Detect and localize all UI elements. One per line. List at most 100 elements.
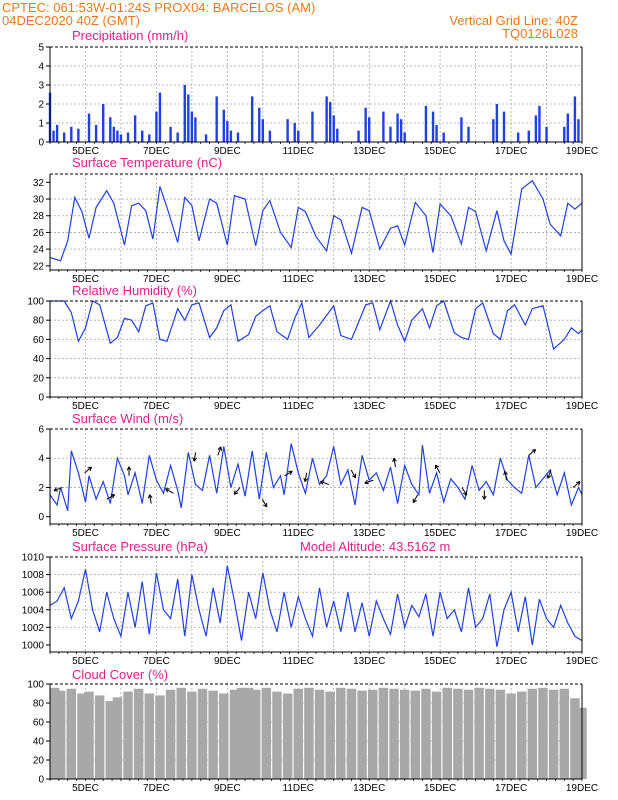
y-tick-label: 4 <box>38 454 44 465</box>
y-tick-label: 20 <box>33 373 45 384</box>
y-tick-label: 1000 <box>22 640 45 651</box>
precip-bar <box>534 115 538 142</box>
cloud-cover-bar <box>304 687 314 779</box>
x-tick-label: 19DEC <box>566 401 598 412</box>
cloud-cover-bar <box>77 693 87 779</box>
model-altitude-label: Model Altitude: 43.5162 m <box>300 539 450 554</box>
precip-bar <box>158 92 162 142</box>
cloud-cover-bar <box>55 690 66 779</box>
x-tick-label: 13DEC <box>353 401 385 412</box>
precip-bar <box>236 132 240 142</box>
precip-bar <box>176 132 179 142</box>
cloud-cover-bar <box>410 690 421 779</box>
humidity-panel: 0 20 40 60 80 100 5DEC 7DEC 9DEC 11DEC 13DEC 15DEC 1… <box>27 297 598 413</box>
y-tick-label: 100 <box>27 297 44 308</box>
x-tick-label: 19DEC <box>566 528 598 539</box>
x-tick-label: 9DEC <box>214 146 241 157</box>
precip-bar <box>52 130 55 142</box>
cloud-cover-bar <box>495 689 506 779</box>
cloud-cover-bar <box>431 691 442 779</box>
precip-bar <box>573 96 577 142</box>
precip-bar <box>190 111 194 142</box>
wind-arrow <box>572 481 581 488</box>
wind-arrow <box>528 449 537 456</box>
x-tick-label: 9DEC <box>214 656 241 667</box>
precip-bar <box>112 126 116 142</box>
y-tick-label: 6 <box>38 425 44 436</box>
precip-bar <box>194 117 197 142</box>
precipitation-panel: 0 1 2 3 4 5 5DEC 7DEC 9DEC 11DEC 13DEC 15DEC 17DEC 19… <box>38 43 598 158</box>
cloud-cover-bar <box>485 688 495 779</box>
precip-bar <box>204 134 208 142</box>
precip-bar <box>538 105 541 142</box>
cloud-cover-bar <box>155 695 165 779</box>
y-tick-label: 26 <box>33 228 45 239</box>
cloud-cover-bar <box>236 687 247 779</box>
cloud-cover-bar <box>112 697 123 779</box>
cloud-cover-bar <box>123 691 133 779</box>
precip-bar <box>442 132 445 142</box>
humidity-title: Relative Humidity (%) <box>72 283 197 298</box>
y-tick-label: 3 <box>38 81 44 92</box>
cloud-cover-bar <box>229 689 240 779</box>
x-tick-label: 11DEC <box>283 783 315 794</box>
cloud-cover-bar <box>516 691 527 779</box>
x-tick-label: 15DEC <box>424 528 456 539</box>
x-tick-label: 17DEC <box>495 656 527 667</box>
wind-arrow <box>217 446 223 456</box>
precip-bar <box>293 123 296 142</box>
x-tick-label: 17DEC <box>495 146 527 157</box>
y-tick-label: 20 <box>33 756 45 767</box>
series-line <box>50 299 583 351</box>
y-tick-label: 28 <box>33 211 45 222</box>
precip-bar <box>268 130 272 142</box>
x-tick-label: 11DEC <box>283 528 315 539</box>
precip-bar <box>364 107 367 142</box>
precip-bar <box>325 96 328 142</box>
x-tick-label: 13DEC <box>353 146 385 157</box>
y-tick-label: 80 <box>33 699 45 710</box>
x-tick-label: 5DEC <box>72 783 99 794</box>
precip-bar <box>563 126 566 142</box>
precip-bar <box>258 107 261 142</box>
cloud-cover-bar <box>314 689 325 779</box>
cloud-cover-bar <box>282 693 293 779</box>
precip-bar <box>332 115 335 142</box>
cloud-cover-bar <box>133 688 144 779</box>
y-tick-label: 24 <box>33 245 45 256</box>
precip-bar <box>70 126 73 142</box>
precip-bar <box>396 113 399 142</box>
cloud-cover-bar <box>378 687 389 779</box>
y-tick-label: 0 <box>38 138 44 149</box>
wind-arrow <box>233 487 241 495</box>
header-grid-note: Vertical Grid Line: 40Z <box>449 13 578 28</box>
cloud-cover-bar <box>50 687 60 779</box>
precip-bar <box>155 111 158 142</box>
precip-bar <box>250 96 254 142</box>
cloud-cover-bar <box>399 689 410 779</box>
cloud-cover-bar <box>474 687 484 779</box>
wind-arrow <box>126 466 132 476</box>
y-tick-label: 60 <box>33 335 45 346</box>
precip-bar <box>368 117 371 142</box>
x-tick-label: 15DEC <box>424 401 456 412</box>
cloud-cover-bar <box>208 690 218 779</box>
y-tick-label: 2 <box>38 100 44 111</box>
precip-bar <box>516 132 520 142</box>
y-tick-label: 0 <box>38 512 44 523</box>
x-tick-label: 7DEC <box>143 783 170 794</box>
cloud-cover-bar <box>219 693 229 779</box>
precip-bar <box>431 111 435 142</box>
x-tick-label: 15DEC <box>424 146 456 157</box>
cloud-cover-bar <box>346 688 357 779</box>
precip-bar <box>87 113 91 142</box>
precip-bar <box>527 130 530 142</box>
precip-bar <box>62 132 66 142</box>
y-tick-label: 1006 <box>22 588 45 599</box>
wind-arrow <box>284 470 293 477</box>
precip-bar <box>126 132 130 142</box>
wind-arrow <box>303 472 308 483</box>
wind-arrow <box>147 494 153 504</box>
cloud-cover-bar <box>250 689 261 779</box>
precip-bar <box>424 105 428 142</box>
